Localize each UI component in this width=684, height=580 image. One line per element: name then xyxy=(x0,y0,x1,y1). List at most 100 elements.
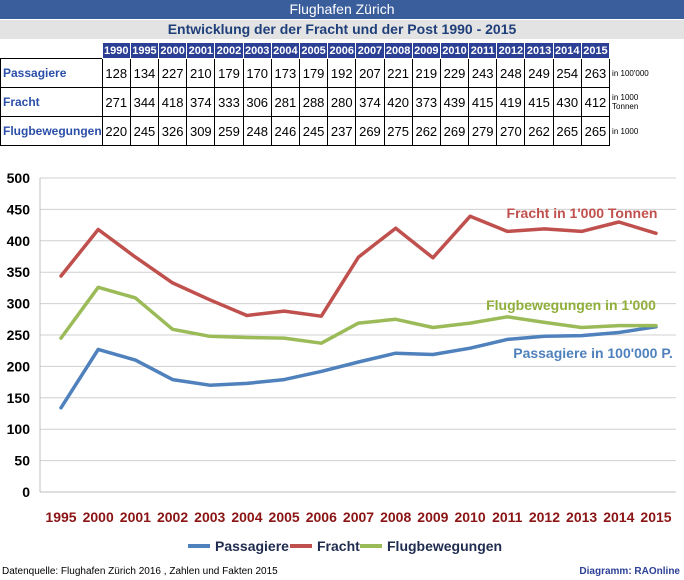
x-tick-label: 2015 xyxy=(640,509,671,525)
x-tick-label: 2004 xyxy=(231,509,262,525)
y-tick-label: 250 xyxy=(7,327,31,343)
x-tick-label: 2008 xyxy=(380,509,411,525)
table-year-header: 2015 xyxy=(580,42,611,59)
table-cell: 221 xyxy=(383,58,413,88)
annotation-flug: Flugbewegungen in 1'000 xyxy=(486,297,656,313)
footer-credit: Diagramm: RAOnline xyxy=(579,566,680,577)
table-cell: 279 xyxy=(468,116,498,146)
table-cell: 415 xyxy=(524,87,554,117)
table-cell: 170 xyxy=(242,58,272,88)
table-row-label: Flugbewegungen xyxy=(0,116,103,146)
table-year-header: 2001 xyxy=(186,42,216,59)
table-cell: 249 xyxy=(524,58,554,88)
table-header-row: 1990 1995 2000 2001 2002 2003 2004 2005 2006 2007… xyxy=(1,42,667,59)
x-tick-label: 2011 xyxy=(492,509,523,525)
table-year-header: 1995 xyxy=(129,42,160,59)
table-cell: 128 xyxy=(101,58,131,88)
table-cell: 412 xyxy=(580,87,611,117)
table-year-header: 2013 xyxy=(524,42,554,59)
x-tick-label: 2014 xyxy=(603,509,634,525)
table-cell: 373 xyxy=(411,87,441,117)
table-cell: 420 xyxy=(383,87,413,117)
y-tick-label: 150 xyxy=(7,390,31,406)
y-tick-label: 200 xyxy=(7,358,31,374)
table-cell: 245 xyxy=(129,116,160,146)
table-year-header: 2007 xyxy=(355,42,385,59)
series-line-flugbewegungen xyxy=(59,285,658,345)
table-cell: 265 xyxy=(552,116,582,146)
chart-title: Flughafen Zürich xyxy=(0,0,684,19)
table-year-header: 2005 xyxy=(298,42,329,59)
table-cell: 243 xyxy=(468,58,498,88)
table-cell: 173 xyxy=(270,58,300,88)
table-cell: 280 xyxy=(327,87,357,117)
table-cell: 326 xyxy=(158,116,188,146)
table-cell: 192 xyxy=(327,58,357,88)
table-cell: 309 xyxy=(186,116,216,146)
x-tick-label: 2005 xyxy=(269,509,300,525)
table-cell: 229 xyxy=(439,58,470,88)
table-year-header: 2011 xyxy=(468,42,498,59)
legend-label: Flugbewegungen xyxy=(387,538,502,554)
table-row: Fracht 271 344 418 374 333 306 281 288 280 374 420 3… xyxy=(0,87,667,117)
table-cell: 269 xyxy=(355,116,385,146)
table-cell: 418 xyxy=(158,87,188,117)
x-tick-label: 2010 xyxy=(454,509,485,525)
table-cell: 246 xyxy=(270,116,300,146)
table-year-header: 2008 xyxy=(383,42,413,59)
series-line-fracht xyxy=(59,214,658,318)
table-corner xyxy=(610,43,667,59)
table-cell: 344 xyxy=(129,87,160,117)
y-tick-label: 500 xyxy=(7,170,31,186)
table-cell: 179 xyxy=(298,58,329,88)
table-year-header: 2014 xyxy=(552,42,582,59)
footer-source: Datenquelle: Flughafen Zürich 2016 , Zah… xyxy=(2,566,278,577)
table-cell: 254 xyxy=(552,58,582,88)
table-year-header: 2000 xyxy=(158,42,188,59)
table-cell: 281 xyxy=(270,87,300,117)
table-cell: 374 xyxy=(355,87,385,117)
annotation-pass: Passagiere in 100'000 P. xyxy=(513,345,673,361)
table-row: Passagiere 128 134 227 210 179 170 173 179 192 207… xyxy=(0,58,667,88)
chart-subtitle: Entwicklung der der Fracht und der Post … xyxy=(0,20,684,39)
legend-label: Fracht xyxy=(317,538,360,554)
x-tick-label: 2012 xyxy=(529,509,560,525)
table-cell: 237 xyxy=(327,116,357,146)
x-tick-label: 1995 xyxy=(45,509,76,525)
table-year-header: 2004 xyxy=(270,42,300,59)
table-cell: 262 xyxy=(524,116,554,146)
table-year-header: 2012 xyxy=(496,42,526,59)
x-tick-label: 2001 xyxy=(120,509,151,525)
table-cell: 333 xyxy=(214,87,244,117)
table-unit: in 100'000 xyxy=(612,68,649,78)
table-cell: 263 xyxy=(580,58,611,88)
table-cell: 245 xyxy=(298,116,329,146)
table-year-header: 1990 xyxy=(101,42,131,59)
x-tick-label: 2009 xyxy=(417,509,448,525)
table-cell: 270 xyxy=(496,116,526,146)
table-cell: 248 xyxy=(242,116,272,146)
x-tick-label: 2002 xyxy=(157,509,188,525)
table-cell: 262 xyxy=(411,116,441,146)
table-cell: 439 xyxy=(439,87,470,117)
table-year-header: 2010 xyxy=(439,42,470,59)
table-cell: 269 xyxy=(439,116,470,146)
chart-legend: Passagiere Fracht Flugbewegungen xyxy=(188,538,502,554)
x-tick-label: 2003 xyxy=(194,509,225,525)
chart-series xyxy=(59,214,658,410)
legend-label: Passagiere xyxy=(215,538,289,554)
table-row-label: Fracht xyxy=(0,87,103,117)
table-cell: 134 xyxy=(129,58,160,88)
annotation-fracht: Fracht in 1'000 Tonnen xyxy=(507,205,658,221)
table-cell: 419 xyxy=(496,87,526,117)
y-tick-label: 50 xyxy=(14,453,30,469)
table-cell: 288 xyxy=(298,87,329,117)
table-cell: 430 xyxy=(552,87,582,117)
table-cell: 219 xyxy=(411,58,441,88)
line-chart: 0 50 100 150 200 250 300 350 400 450 500 1995 2000 2… xyxy=(7,170,676,554)
table-cell: 306 xyxy=(242,87,272,117)
table-cell: 415 xyxy=(468,87,498,117)
table-row-label: Passagiere xyxy=(0,58,103,88)
table-cell: 227 xyxy=(158,58,188,88)
y-tick-label: 300 xyxy=(7,296,31,312)
